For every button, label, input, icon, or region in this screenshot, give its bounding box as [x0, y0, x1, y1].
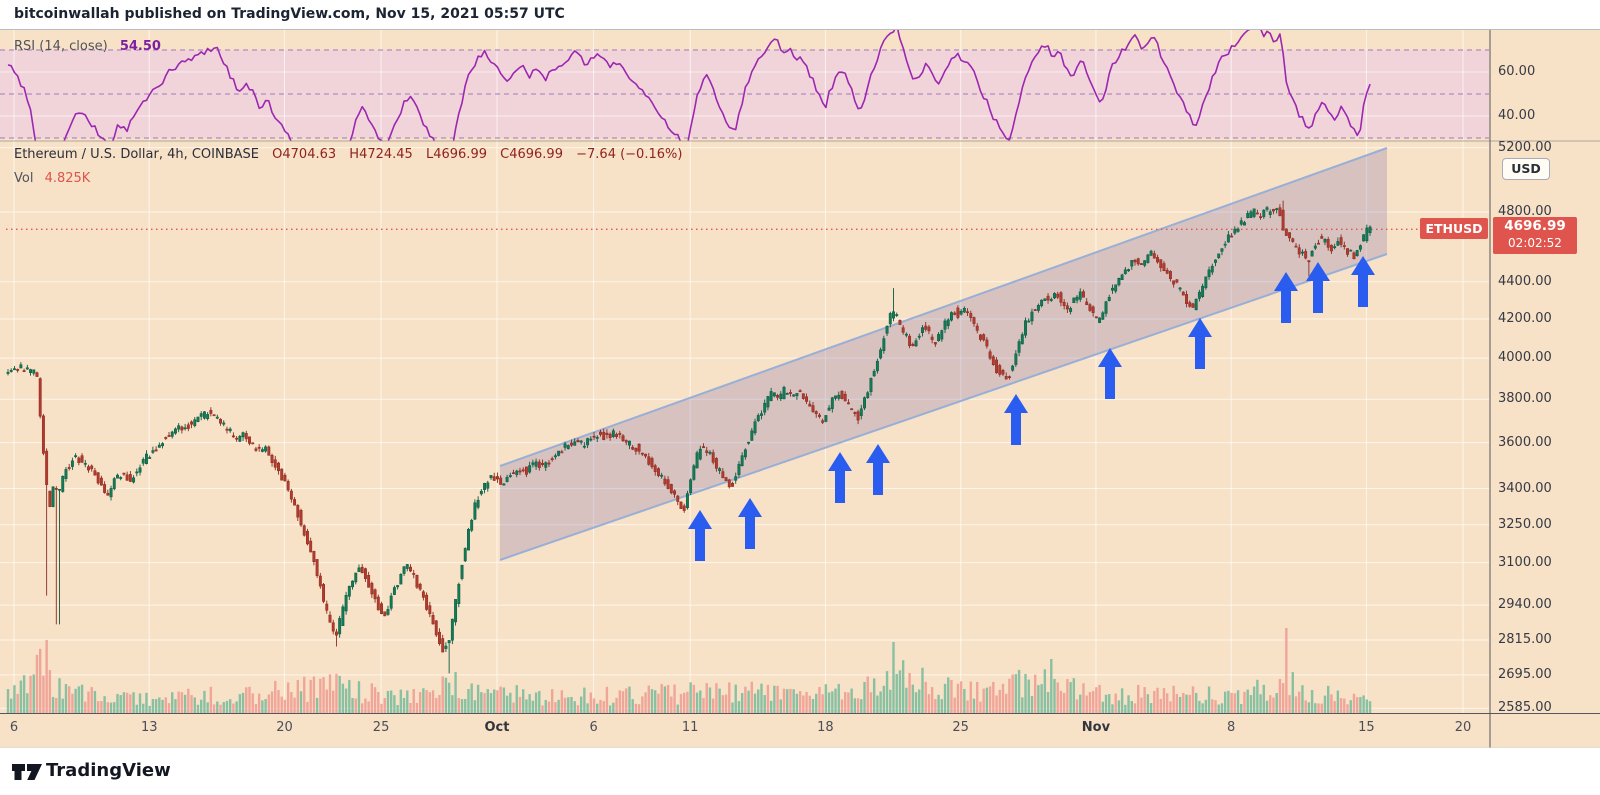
up-arrow-icon — [1188, 318, 1212, 369]
volume-bars — [6, 628, 1372, 714]
time-tick: 11 — [681, 720, 699, 735]
time-tick: 6 — [9, 720, 19, 735]
time-tick: 18 — [817, 720, 834, 735]
up-arrow-icon — [1004, 394, 1028, 445]
time-tick: 20 — [1454, 720, 1472, 735]
time-tick: 25 — [372, 720, 390, 735]
up-arrow-icon — [688, 510, 712, 561]
rsi-indicator-label: RSI (14, close) — [14, 39, 108, 54]
up-arrow-icon — [1274, 272, 1298, 323]
time-tick: 20 — [276, 720, 293, 735]
price-tick: 3250.00 — [1498, 516, 1552, 532]
price-tick: 5200.00 — [1498, 139, 1552, 155]
price-tick: 2585.00 — [1498, 700, 1552, 716]
tradingview-logo — [12, 764, 42, 780]
price-tick: 3400.00 — [1498, 480, 1552, 496]
rsi-value: 54.50 — [119, 39, 161, 54]
price-tick: 4800.00 — [1498, 203, 1552, 219]
last-price-value: 4696.99 — [1504, 218, 1566, 234]
last-price-badge: 4696.99 02:02:52 — [1493, 217, 1577, 254]
time-tick: 6 — [589, 720, 598, 735]
price-tick: 3100.00 — [1498, 554, 1552, 570]
rsi-legend[interactable]: RSI (14, close) 54.50 — [14, 39, 161, 54]
rsi-tick: 60.00 — [1498, 64, 1536, 79]
candle-countdown: 02:02:52 — [1508, 236, 1562, 250]
price-tick: 2695.00 — [1498, 666, 1552, 682]
ohlc-open: O4704.63 — [272, 147, 337, 162]
up-arrow-icon — [1098, 348, 1122, 399]
attribution-text: bitcoinwallah published on TradingView.c… — [14, 6, 565, 22]
price-tick: 3600.00 — [1498, 434, 1552, 450]
buy-arrow-annotations — [688, 256, 1375, 561]
price-tick: 4200.00 — [1498, 311, 1552, 327]
ohlc-close: C4696.99 — [500, 147, 563, 162]
time-tick: 8 — [1227, 720, 1236, 735]
symbol-price-flag: ETHUSD — [1420, 218, 1488, 239]
time-tick: 13 — [140, 720, 158, 735]
price-tick: 2940.00 — [1498, 597, 1552, 613]
gridlines — [0, 30, 1489, 713]
volume-value: 4.825K — [44, 171, 91, 186]
time-tick: Nov — [1081, 720, 1111, 735]
up-arrow-icon — [828, 452, 852, 503]
symbol-title: Ethereum / U.S. Dollar, 4h, COINBASE — [14, 147, 260, 162]
time-tick: 15 — [1358, 720, 1375, 735]
symbol-legend[interactable]: Ethereum / U.S. Dollar, 4h, COINBASE O47… — [14, 147, 682, 162]
ohlc-change: −7.64 (−0.16%) — [576, 147, 683, 162]
chart-background — [0, 30, 1600, 748]
time-tick: Oct — [484, 720, 510, 735]
ohlc-high: H4724.45 — [349, 147, 413, 162]
time-tick: 25 — [952, 720, 969, 735]
candles — [6, 200, 1372, 674]
up-arrow-icon — [1351, 256, 1375, 307]
price-tick: 4000.00 — [1498, 350, 1552, 366]
volume-legend[interactable]: Vol 4.825K — [14, 171, 90, 186]
rsi-tick: 40.00 — [1498, 108, 1536, 123]
up-arrow-icon — [738, 498, 762, 549]
up-arrow-icon — [866, 444, 890, 495]
attribution-header: bitcoinwallah published on TradingView.c… — [0, 0, 1600, 30]
price-tick: 4400.00 — [1498, 273, 1552, 289]
rsi-line — [7, 30, 1371, 141]
volume-label: Vol — [14, 171, 34, 186]
ohlc-low: L4696.99 — [425, 147, 487, 162]
currency-badge[interactable]: USD — [1502, 158, 1550, 180]
tradingview-wordmark: TradingView — [46, 760, 171, 781]
price-tick: 3800.00 — [1498, 391, 1552, 407]
up-arrow-icon — [1306, 262, 1330, 313]
footer: TradingView — [0, 748, 1600, 795]
price-tick: 2815.00 — [1498, 631, 1552, 647]
ascending-channel — [499, 147, 1388, 561]
